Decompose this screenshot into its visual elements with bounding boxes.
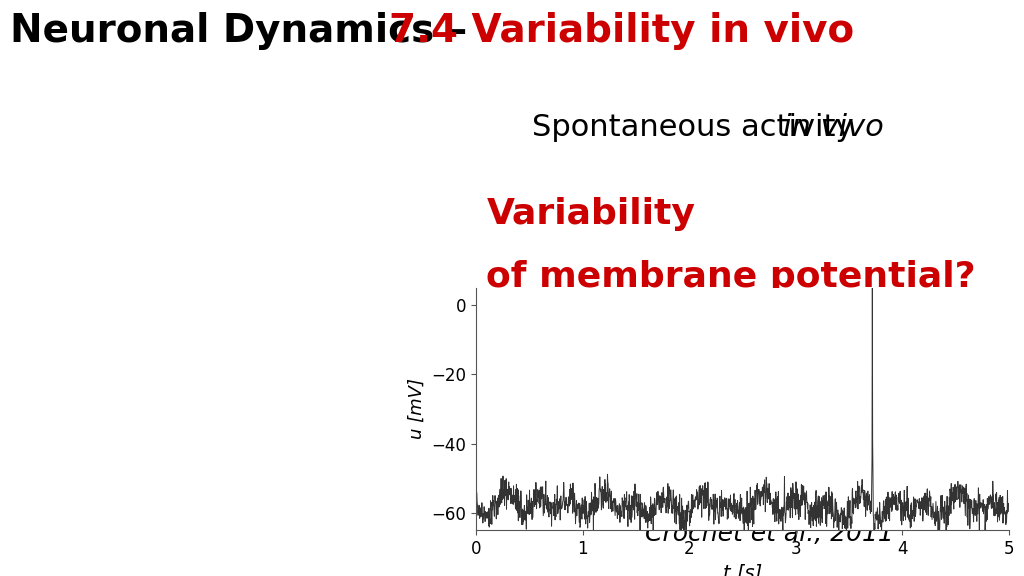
Text: awake mouse, freely whisking,: awake mouse, freely whisking, <box>486 320 913 347</box>
Text: of membrane potential?: of membrane potential? <box>486 260 976 294</box>
Text: Spontaneous activity: Spontaneous activity <box>532 113 863 142</box>
Y-axis label: u [mV]: u [mV] <box>408 378 426 439</box>
Text: in vivo: in vivo <box>783 113 884 142</box>
X-axis label: t [s]: t [s] <box>723 563 762 576</box>
Text: 7.4 Variability in vivo: 7.4 Variability in vivo <box>389 12 854 50</box>
Text: Neuronal Dynamics –: Neuronal Dynamics – <box>10 12 481 50</box>
Text: Crochet et al., 2011: Crochet et al., 2011 <box>645 522 894 546</box>
Text: Variability: Variability <box>486 198 695 232</box>
